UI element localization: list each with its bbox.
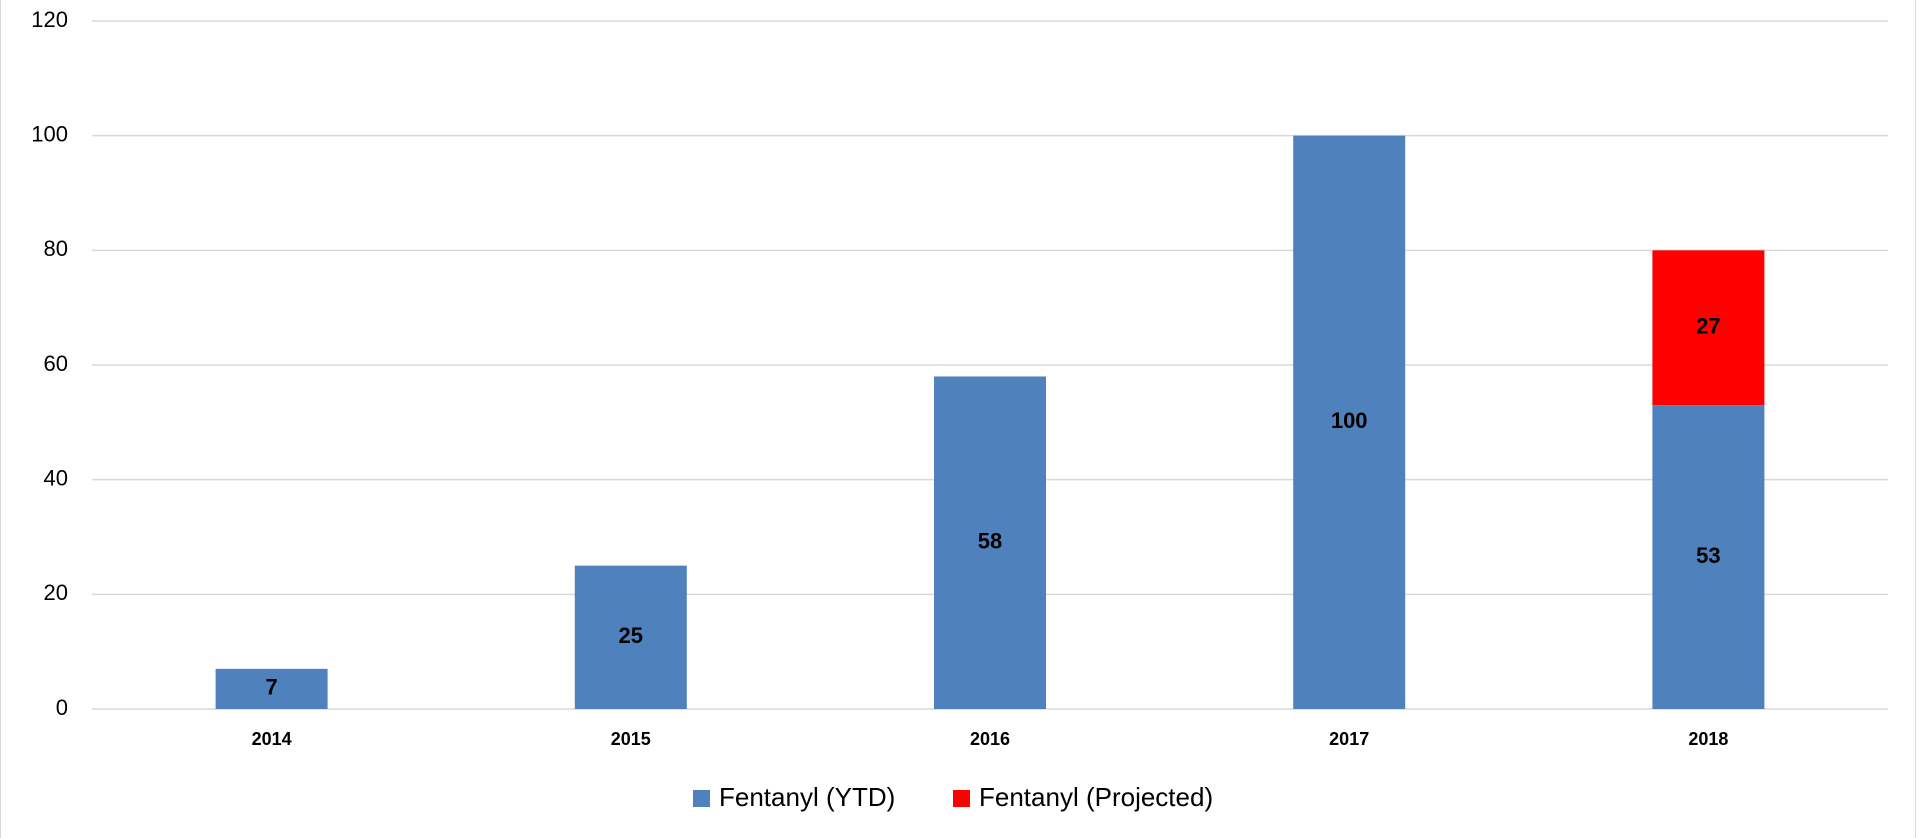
- data-label: 53: [1696, 543, 1720, 568]
- y-tick-label: 120: [31, 7, 68, 32]
- data-label: 7: [265, 675, 277, 700]
- bar-segment: [574, 565, 687, 709]
- x-tick-label: 2018: [1688, 729, 1728, 749]
- y-tick-label: 0: [56, 695, 68, 720]
- x-tick-label: 2016: [970, 729, 1010, 749]
- y-tick-label: 60: [44, 351, 68, 376]
- legend-swatch: [693, 790, 710, 807]
- y-tick-label: 20: [44, 580, 68, 605]
- x-tick-label: 2014: [252, 729, 292, 749]
- data-label: 100: [1331, 408, 1368, 433]
- y-tick-label: 80: [44, 236, 68, 261]
- x-tick-label: 2017: [1329, 729, 1369, 749]
- legend-label: Fentanyl (Projected): [979, 782, 1213, 812]
- legend-label: Fentanyl (YTD): [719, 782, 895, 812]
- bar-segment: [215, 668, 328, 709]
- data-label: 27: [1696, 314, 1720, 339]
- data-label: 58: [978, 529, 1002, 554]
- bar-segment: [1293, 135, 1406, 709]
- data-label: 25: [619, 623, 643, 648]
- bar-segment: [1652, 250, 1765, 406]
- legend-swatch: [953, 790, 970, 807]
- x-tick-label: 2015: [611, 729, 651, 749]
- y-tick-label: 100: [31, 121, 68, 146]
- bar-segment: [934, 376, 1046, 709]
- bar-segment: [1652, 405, 1765, 709]
- y-tick-label: 40: [44, 465, 68, 490]
